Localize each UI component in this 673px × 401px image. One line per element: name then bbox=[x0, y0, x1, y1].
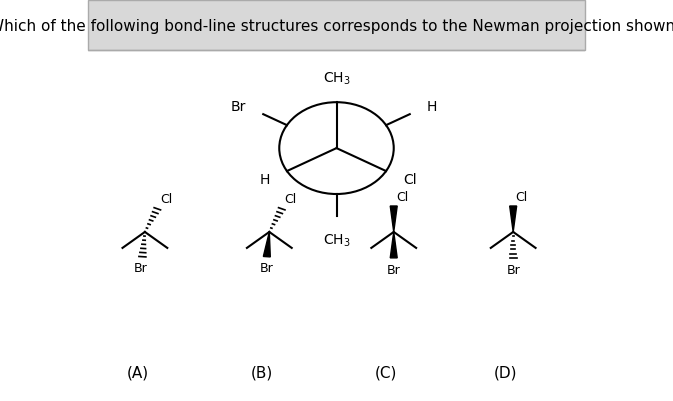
Text: Cl: Cl bbox=[516, 190, 528, 203]
Text: Br: Br bbox=[506, 263, 520, 276]
Text: H: H bbox=[259, 172, 270, 186]
Text: (B): (B) bbox=[251, 364, 273, 379]
Polygon shape bbox=[390, 232, 397, 258]
Polygon shape bbox=[390, 207, 397, 232]
Text: (C): (C) bbox=[375, 364, 398, 379]
Text: Br: Br bbox=[387, 263, 400, 276]
Text: (A): (A) bbox=[127, 364, 149, 379]
Text: Cl: Cl bbox=[160, 192, 172, 205]
Text: CH$_3$: CH$_3$ bbox=[322, 71, 351, 87]
FancyBboxPatch shape bbox=[87, 1, 586, 51]
Text: CH$_3$: CH$_3$ bbox=[322, 232, 351, 249]
Text: Cl: Cl bbox=[403, 172, 417, 186]
Polygon shape bbox=[509, 207, 517, 232]
Text: Which of the following bond-line structures corresponds to the Newman projection: Which of the following bond-line structu… bbox=[0, 19, 673, 34]
Text: Cl: Cl bbox=[284, 192, 297, 205]
Text: Br: Br bbox=[134, 262, 148, 275]
Text: (D): (D) bbox=[494, 364, 518, 379]
Polygon shape bbox=[263, 232, 271, 257]
Text: Br: Br bbox=[260, 262, 274, 275]
Text: Br: Br bbox=[231, 100, 246, 114]
Text: Cl: Cl bbox=[396, 190, 409, 203]
Text: H: H bbox=[427, 100, 437, 114]
